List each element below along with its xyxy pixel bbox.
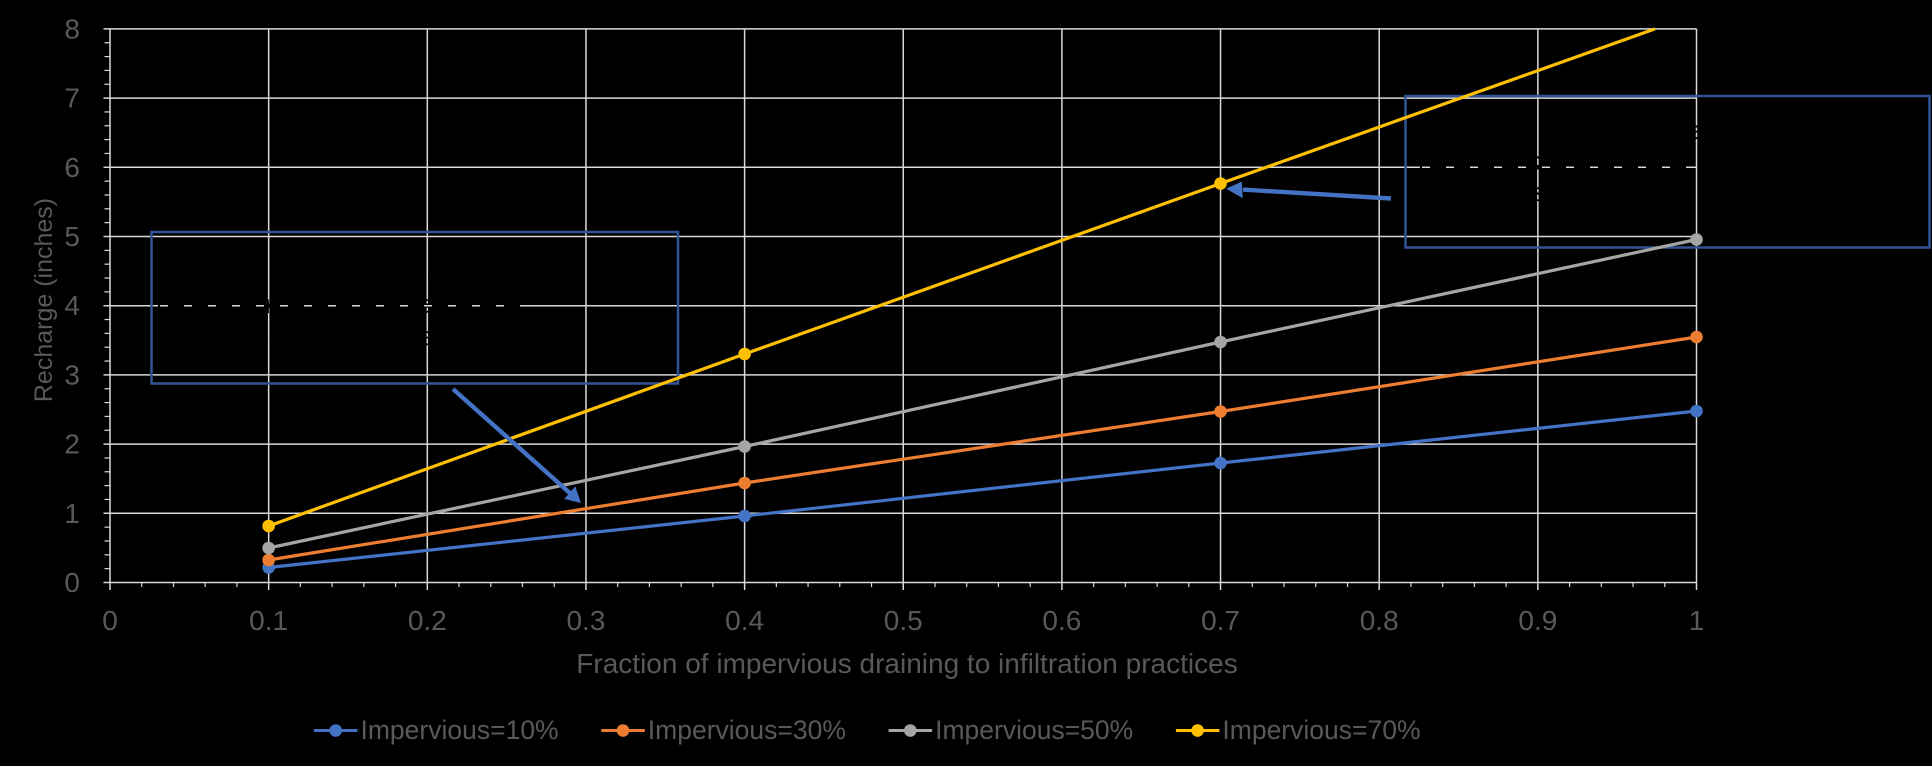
svg-text:5: 5 bbox=[64, 221, 80, 252]
svg-text:Impervious=50%: Impervious=50% bbox=[935, 715, 1133, 745]
svg-text:Fraction of impervious drainin: Fraction of impervious draining to infil… bbox=[576, 648, 1237, 679]
svg-text:Impervious=70%: Impervious=70% bbox=[1222, 715, 1420, 745]
svg-text:impervious area that is: impervious area that is bbox=[1420, 177, 1682, 207]
svg-text:0.7: 0.7 bbox=[1201, 605, 1240, 636]
svg-text:0.9: 0.9 bbox=[1518, 605, 1557, 636]
svg-text:Recharge is equal to the: Recharge is equal to the bbox=[1420, 115, 1702, 145]
svg-text:0.6: 0.6 bbox=[1042, 605, 1081, 636]
svg-text:Impervious=10%: Impervious=10% bbox=[361, 715, 559, 745]
svg-text:6: 6 bbox=[64, 152, 80, 183]
svg-text:infiltration practices sized: infiltration practices sized bbox=[158, 321, 448, 351]
svg-text:3: 3 bbox=[64, 359, 80, 390]
svg-text:7: 7 bbox=[64, 83, 80, 114]
svg-text:0.8: 0.8 bbox=[1360, 605, 1399, 636]
svg-text:Recharge (inches): Recharge (inches) bbox=[30, 198, 58, 402]
svg-text:Assumes that runoff from the: Assumes that runoff from the bbox=[158, 257, 491, 287]
svg-text:annual runoff from an: annual runoff from an bbox=[1420, 146, 1667, 176]
svg-text:1: 1 bbox=[1689, 605, 1705, 636]
svg-text:4: 4 bbox=[64, 290, 80, 321]
svg-text:0.2: 0.2 bbox=[408, 605, 447, 636]
svg-text:0: 0 bbox=[64, 567, 80, 598]
svg-text:0.1: 0.1 bbox=[249, 605, 288, 636]
svg-text:0.5: 0.5 bbox=[884, 605, 923, 636]
svg-text:0.3: 0.3 bbox=[566, 605, 605, 636]
svg-text:routed to the infiltration: routed to the infiltration bbox=[1420, 208, 1685, 238]
svg-text:0.4: 0.4 bbox=[725, 605, 764, 636]
svg-text:Impervious=30%: Impervious=30% bbox=[648, 715, 846, 745]
svg-text:2: 2 bbox=[64, 429, 80, 460]
svg-text:1: 1 bbox=[64, 498, 80, 529]
svg-text:8: 8 bbox=[64, 13, 80, 44]
svg-text:0: 0 bbox=[102, 605, 118, 636]
